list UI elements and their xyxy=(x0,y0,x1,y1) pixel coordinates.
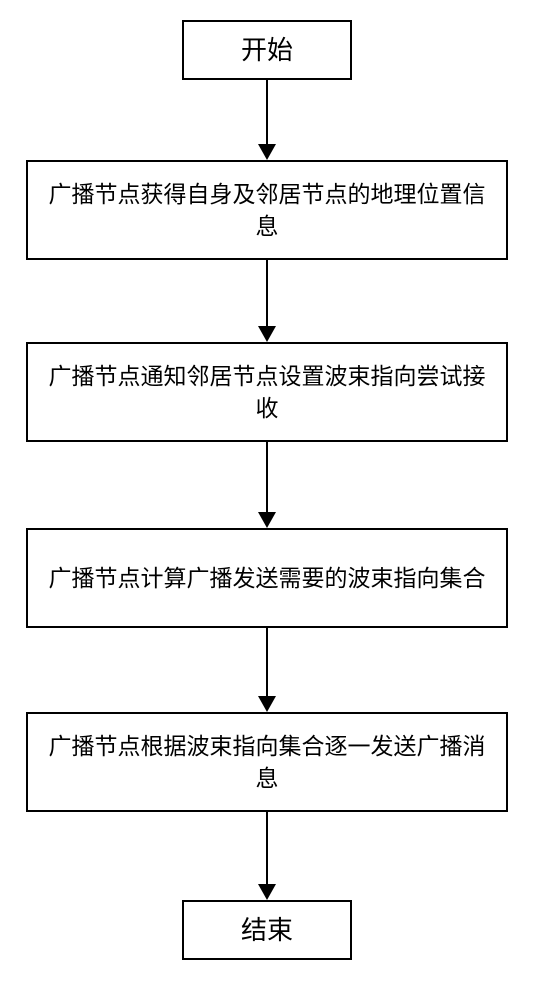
flowchart-node-step3: 广播节点计算广播发送需要的波束指向集合 xyxy=(26,528,508,628)
node-label: 开始 xyxy=(241,32,293,68)
node-label: 广播节点通知邻居节点设置波束指向尝试接收 xyxy=(40,360,494,424)
flowchart-node-step2: 广播节点通知邻居节点设置波束指向尝试接收 xyxy=(26,342,508,442)
node-label: 结束 xyxy=(241,912,293,948)
flowchart-node-end: 结束 xyxy=(182,900,352,960)
node-label: 广播节点根据波束指向集合逐一发送广播消息 xyxy=(40,730,494,794)
flowchart-node-start: 开始 xyxy=(182,20,352,80)
node-label: 广播节点获得自身及邻居节点的地理位置信息 xyxy=(40,178,494,242)
arrow-down-icon xyxy=(258,326,276,342)
flowchart-edge xyxy=(266,812,268,884)
arrow-down-icon xyxy=(258,144,276,160)
flowchart-edge xyxy=(266,628,268,696)
arrow-down-icon xyxy=(258,884,276,900)
flowchart-edge xyxy=(266,442,268,512)
flowchart-node-step4: 广播节点根据波束指向集合逐一发送广播消息 xyxy=(26,712,508,812)
node-label: 广播节点计算广播发送需要的波束指向集合 xyxy=(49,562,486,594)
flowchart-edge xyxy=(266,80,268,144)
arrow-down-icon xyxy=(258,696,276,712)
flowchart-node-step1: 广播节点获得自身及邻居节点的地理位置信息 xyxy=(26,160,508,260)
flowchart-canvas: 开始 广播节点获得自身及邻居节点的地理位置信息 广播节点通知邻居节点设置波束指向… xyxy=(0,0,534,1000)
arrow-down-icon xyxy=(258,512,276,528)
flowchart-edge xyxy=(266,260,268,326)
